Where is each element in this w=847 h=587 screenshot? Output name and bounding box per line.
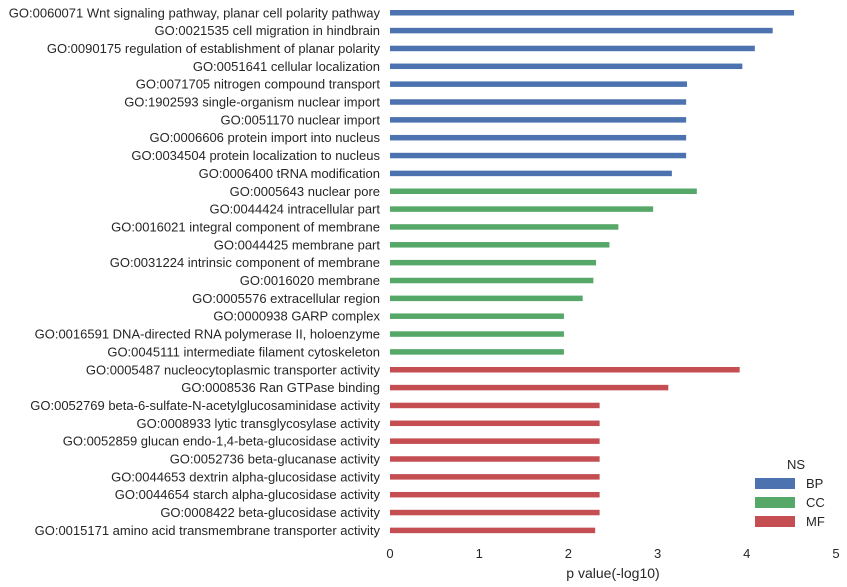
category-label: GO:0045111 intermediate filament cytoske… [107, 344, 380, 359]
category-label: GO:0090175 regulation of establishment o… [47, 41, 381, 56]
bar-go-0006400 [390, 170, 672, 177]
x-axis-label: p value(-log10) [566, 565, 659, 581]
bar-go-0031224 [390, 259, 597, 266]
bar-go-0044653 [390, 474, 600, 480]
x-tick-label: 3 [654, 546, 661, 561]
bar-go-0052859 [390, 438, 600, 444]
bar-go-0016020 [390, 277, 594, 284]
category-label: GO:0005576 extracellular region [192, 291, 380, 306]
bar-go-0052736 [390, 456, 600, 462]
bar-go-0044424 [390, 206, 654, 212]
bar-go-0021535 [390, 27, 773, 34]
bar-go-0045111 [390, 349, 564, 355]
legend-swatch-mf [755, 516, 795, 527]
x-tick-label: 1 [476, 546, 483, 561]
category-label: GO:0031224 intrinsic component of membra… [110, 255, 380, 270]
category-label: GO:0034504 protein localization to nucle… [131, 148, 380, 163]
x-tick-label: 4 [743, 546, 750, 561]
category-labels: GO:0060071 Wnt signaling pathway, planar… [9, 5, 381, 538]
category-label: GO:0016020 membrane [240, 273, 380, 288]
bar-go-0008422 [390, 509, 600, 516]
category-label: GO:0052859 glucan endo-1,4-beta-glucosid… [63, 434, 381, 449]
category-label: GO:0005643 nuclear pore [230, 184, 380, 199]
bar-go-0006606 [390, 134, 687, 141]
bar-go-0051641 [390, 63, 743, 70]
category-label: GO:0016591 DNA-directed RNA polymerase I… [35, 327, 380, 342]
bar-go-0071705 [390, 81, 688, 87]
category-label: GO:0000938 GARP complex [213, 309, 380, 324]
legend-label-mf: MF [806, 514, 825, 529]
legend-label-bp: BP [806, 476, 823, 491]
category-label: GO:0008422 beta-glucosidase activity [160, 505, 380, 520]
category-label: GO:0016021 integral component of membran… [111, 219, 380, 234]
category-label: GO:0021535 cell migration in hindbrain [155, 23, 380, 38]
bar-go-0044425 [390, 242, 610, 248]
bar-go-0005576 [390, 295, 583, 302]
category-label: GO:0052769 beta-6-sulfate-N-acetylglucos… [30, 398, 380, 413]
x-tick-label: 0 [386, 546, 393, 561]
bar-go-0008933 [390, 420, 600, 427]
bar-go-0015171 [390, 527, 596, 534]
bar-go-0060071 [390, 10, 795, 16]
category-label: GO:0044654 starch alpha-glucosidase acti… [115, 487, 381, 502]
category-label: GO:0051170 nuclear import [221, 112, 381, 127]
bar-go-0090175 [390, 45, 755, 52]
category-label: GO:1902593 single-organism nuclear impor… [124, 95, 380, 110]
category-label: GO:0060071 Wnt signaling pathway, planar… [9, 5, 381, 20]
bar-go-0008536 [390, 384, 669, 391]
bar-go-1902593 [390, 99, 687, 105]
bar-go-0016021 [390, 224, 619, 230]
category-label: GO:0044424 intracellular part [209, 202, 380, 217]
legend-title: NS [787, 457, 805, 472]
category-label: GO:0006400 tRNA modification [199, 166, 380, 181]
bars-group [390, 10, 795, 534]
bar-go-0034504 [390, 152, 687, 159]
x-axis-ticks: 0 1 2 3 4 5 [386, 546, 839, 561]
category-label: GO:0006606 protein import into nucleus [149, 130, 380, 145]
x-tick-label: 5 [832, 546, 839, 561]
category-label: GO:0044653 dextrin alpha-glucosidase act… [111, 469, 380, 484]
legend-label-cc: CC [806, 495, 825, 510]
bar-go-0000938 [390, 313, 564, 319]
category-label: GO:0005487 nucleocytoplasmic transporter… [86, 362, 381, 377]
category-label: GO:0015171 amino acid transmembrane tran… [35, 523, 381, 538]
bar-go-0005643 [390, 188, 697, 194]
category-label: GO:0052736 beta-glucanase activity [170, 452, 381, 467]
category-label: GO:0071705 nitrogen compound transport [136, 77, 381, 92]
x-tick-label: 2 [565, 546, 572, 561]
legend: NS BP CC MF [755, 457, 825, 529]
legend-swatch-bp [755, 478, 795, 489]
category-label: GO:0008933 lytic transglycosylase activi… [137, 416, 381, 431]
bar-go-0044654 [390, 491, 600, 498]
bar-go-0052769 [390, 402, 600, 409]
category-label: GO:0051641 cellular localization [193, 59, 380, 74]
legend-swatch-cc [755, 497, 795, 508]
category-label: GO:0044425 membrane part [214, 237, 381, 252]
bar-go-0016591 [390, 331, 564, 337]
category-label: GO:0008536 Ran GTPase binding [181, 380, 380, 395]
bar-go-0051170 [390, 117, 687, 123]
bar-go-0005487 [390, 367, 740, 373]
